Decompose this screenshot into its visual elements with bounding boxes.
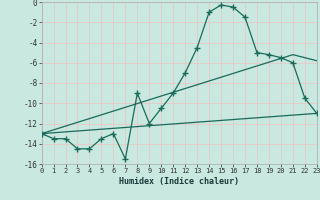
X-axis label: Humidex (Indice chaleur): Humidex (Indice chaleur) bbox=[119, 177, 239, 186]
